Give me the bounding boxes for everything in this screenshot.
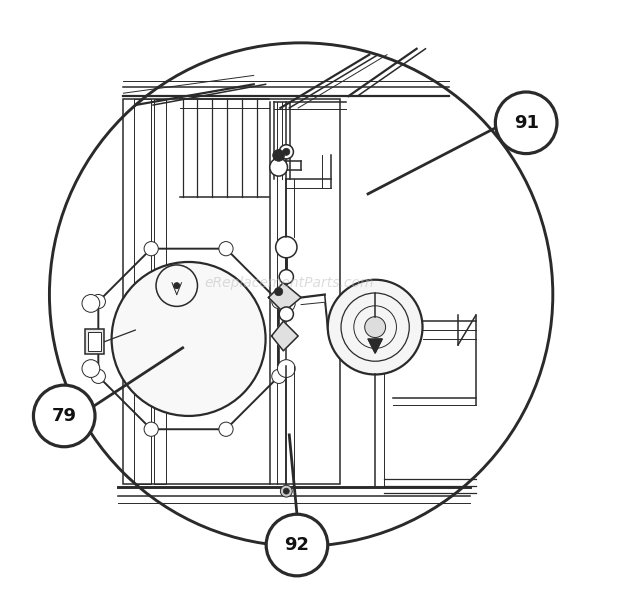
Circle shape	[276, 236, 297, 258]
Circle shape	[279, 145, 293, 159]
Circle shape	[365, 317, 386, 337]
Circle shape	[272, 295, 286, 309]
Text: eReplacementParts.com: eReplacementParts.com	[205, 275, 374, 290]
Circle shape	[495, 92, 557, 154]
Circle shape	[112, 262, 265, 416]
Circle shape	[280, 486, 292, 497]
Circle shape	[33, 385, 95, 447]
Circle shape	[328, 280, 422, 374]
Bar	[154, 99, 166, 484]
Circle shape	[275, 287, 283, 296]
Circle shape	[144, 242, 158, 256]
Circle shape	[277, 295, 295, 312]
Circle shape	[91, 369, 105, 383]
Polygon shape	[268, 283, 301, 312]
Circle shape	[272, 369, 286, 383]
Circle shape	[277, 360, 295, 377]
Circle shape	[270, 158, 288, 176]
Circle shape	[279, 307, 293, 321]
Circle shape	[279, 270, 293, 284]
Circle shape	[283, 148, 290, 155]
Text: 79: 79	[51, 407, 77, 425]
Polygon shape	[272, 321, 298, 351]
Circle shape	[82, 360, 100, 377]
Bar	[134, 99, 151, 484]
Bar	[85, 329, 104, 354]
Circle shape	[91, 295, 105, 309]
Circle shape	[174, 283, 180, 289]
Circle shape	[219, 422, 233, 436]
Circle shape	[82, 295, 100, 312]
Circle shape	[266, 514, 328, 576]
Circle shape	[144, 422, 158, 436]
Bar	[123, 99, 340, 484]
Circle shape	[283, 488, 290, 494]
Polygon shape	[368, 339, 383, 353]
Circle shape	[273, 149, 285, 161]
Bar	[88, 332, 101, 351]
Text: 92: 92	[285, 536, 309, 554]
Text: 91: 91	[513, 114, 539, 132]
Circle shape	[219, 242, 233, 256]
